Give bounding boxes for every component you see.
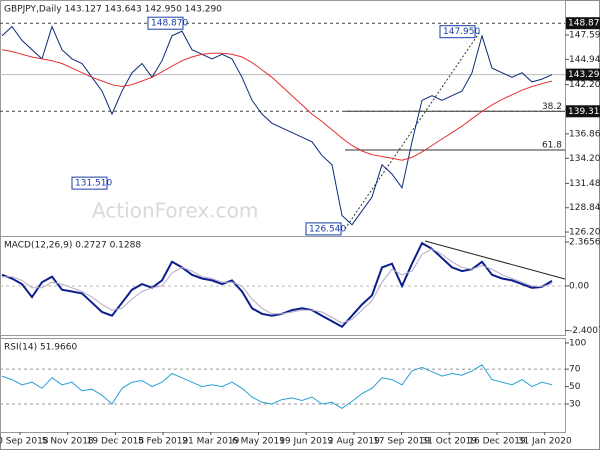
y-tick-label: 0.00 bbox=[569, 281, 589, 291]
y-tick-label: 30 bbox=[569, 400, 581, 410]
trend-line bbox=[424, 240, 566, 280]
y-tick-label: 144.940 bbox=[569, 55, 600, 65]
x-tick-label: 31 Oct 2019 bbox=[421, 437, 477, 447]
y-tick-label: 70 bbox=[569, 365, 581, 375]
x-tick-label: 2 Aug 2019 bbox=[328, 437, 380, 447]
annotation-box bbox=[71, 176, 108, 190]
x-tick-label: 20 Sep 2018 bbox=[0, 437, 49, 447]
x-tick-label: 19 Jun 2019 bbox=[279, 437, 333, 447]
y-tick-label: 128.840 bbox=[569, 203, 600, 213]
annotation-label: 126.540 bbox=[309, 224, 346, 234]
fib-label: 38.2 bbox=[542, 102, 562, 112]
y-tick-label: 50 bbox=[569, 382, 581, 392]
price-tag bbox=[566, 68, 600, 81]
series-line bbox=[1, 364, 553, 409]
y-tick-label: 136.860 bbox=[569, 129, 600, 139]
series-line bbox=[1, 25, 553, 226]
price-tag-label: 139.310 bbox=[568, 107, 600, 117]
price-tag bbox=[566, 105, 600, 118]
annotation-box bbox=[305, 222, 342, 236]
x-tick-label: 31 Jan 2020 bbox=[518, 437, 572, 447]
y-tick-label: 131.480 bbox=[569, 179, 600, 189]
x-tick-label: 21 Mar 2019 bbox=[182, 437, 239, 447]
x-tick-label: 6 May 2019 bbox=[232, 437, 285, 447]
x-tick-label: 19 Dec 2018 bbox=[87, 437, 145, 447]
annotation-label: 147.950 bbox=[443, 27, 480, 37]
panel-title: GBPJPY,Daily 143.127 143.643 142.950 143… bbox=[4, 5, 222, 15]
y-tick-label: 147.590 bbox=[569, 31, 600, 41]
series-line bbox=[2, 248, 553, 324]
annotation-label: 148.870 bbox=[151, 19, 188, 29]
x-tick-label: 17 Sep 2019 bbox=[373, 437, 430, 447]
y-tick-label: 126.200 bbox=[569, 228, 600, 238]
annotation-box bbox=[147, 16, 184, 30]
annotation-box bbox=[439, 25, 476, 39]
x-tick-label: 5 Feb 2019 bbox=[138, 437, 189, 447]
fib-label: 61.8 bbox=[542, 141, 562, 151]
price-tag-label: 143.290 bbox=[568, 70, 600, 80]
panel-title: RSI(14) 51.9660 bbox=[4, 343, 77, 353]
annotation-label: 131.510 bbox=[75, 179, 112, 189]
price-tag bbox=[566, 17, 600, 30]
x-tick-label: 16 Dec 2019 bbox=[468, 437, 526, 447]
y-tick-label: 2.3656 bbox=[569, 238, 600, 248]
y-tick-label: 142.200 bbox=[569, 80, 600, 90]
panel-border bbox=[0, 338, 566, 433]
series-line bbox=[1, 49, 553, 161]
panel-title: MACD(12,26,9) 0.2727 0.1288 bbox=[4, 241, 141, 251]
y-tick-label: 134.200 bbox=[569, 154, 600, 164]
price-tag-label: 148.870 bbox=[568, 19, 600, 29]
watermark: ActionForex.com bbox=[92, 199, 258, 223]
series-line bbox=[1, 241, 553, 329]
y-tick-label: -2.4007 bbox=[569, 326, 600, 336]
y-tick-label: 100 bbox=[569, 338, 586, 348]
x-tick-label: 5 Nov 2018 bbox=[42, 437, 94, 447]
